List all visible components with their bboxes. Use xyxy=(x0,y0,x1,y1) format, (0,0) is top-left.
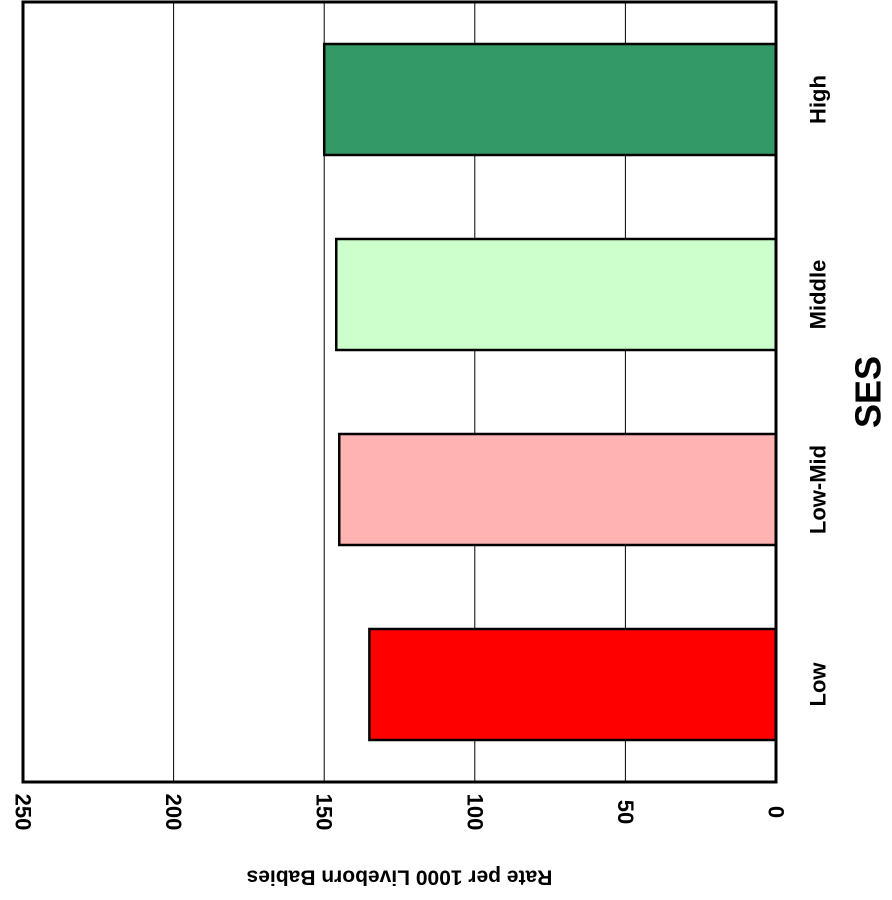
tick-label-150: 150 xyxy=(312,794,337,831)
tick-label-0: 0 xyxy=(764,806,789,818)
value-axis-title: Rate per 1000 Liveborn Babies xyxy=(247,866,553,889)
tick-label-200: 200 xyxy=(161,794,186,831)
value-axis-ticks: 0 50 100 150 200 250 xyxy=(11,794,789,831)
category-labels: Low Low-Mid Middle High xyxy=(806,75,831,706)
category-label-low: Low xyxy=(806,662,831,707)
plot-border xyxy=(21,0,778,784)
tick-label-250: 250 xyxy=(11,794,36,831)
category-label-low-mid: Low-Mid xyxy=(806,445,831,534)
category-label-high: High xyxy=(806,75,831,124)
bar-low xyxy=(368,627,778,742)
bars xyxy=(322,42,778,742)
category-label-middle: Middle xyxy=(806,260,831,330)
bar-high xyxy=(322,42,778,157)
tick-label-50: 50 xyxy=(613,800,638,824)
bar-low-mid xyxy=(338,432,778,547)
category-axis-title: SES xyxy=(848,356,889,428)
bar-middle xyxy=(334,237,778,352)
tick-label-100: 100 xyxy=(462,794,487,831)
